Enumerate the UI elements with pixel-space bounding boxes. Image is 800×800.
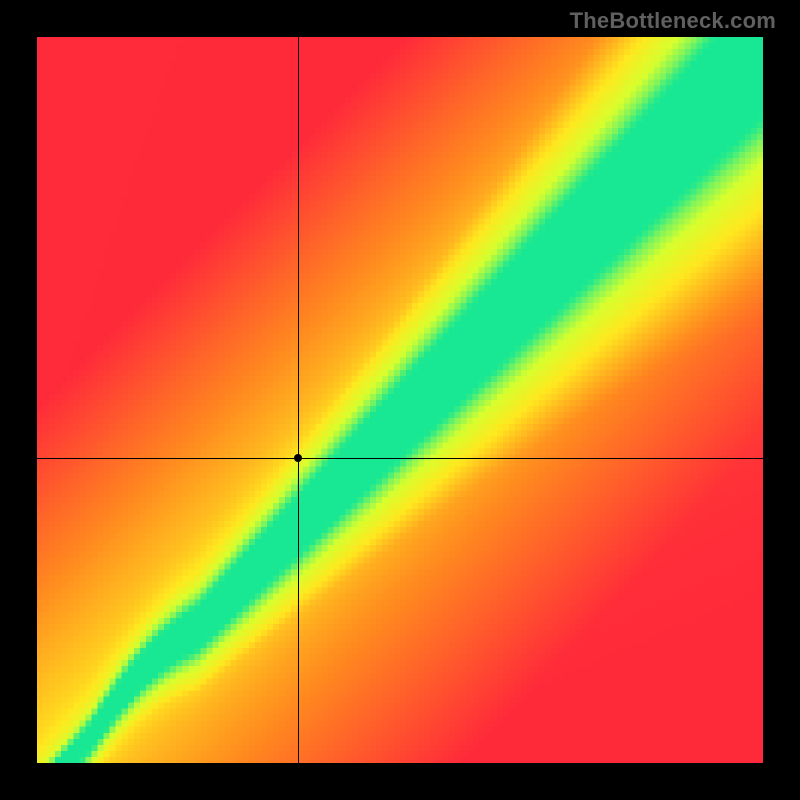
chart-frame: TheBottleneck.com	[0, 0, 800, 800]
watermark-text: TheBottleneck.com	[570, 8, 776, 34]
crosshair-horizontal	[37, 458, 763, 459]
crosshair-vertical	[298, 37, 299, 763]
heatmap-canvas	[37, 37, 763, 763]
heatmap-plot	[37, 37, 763, 763]
